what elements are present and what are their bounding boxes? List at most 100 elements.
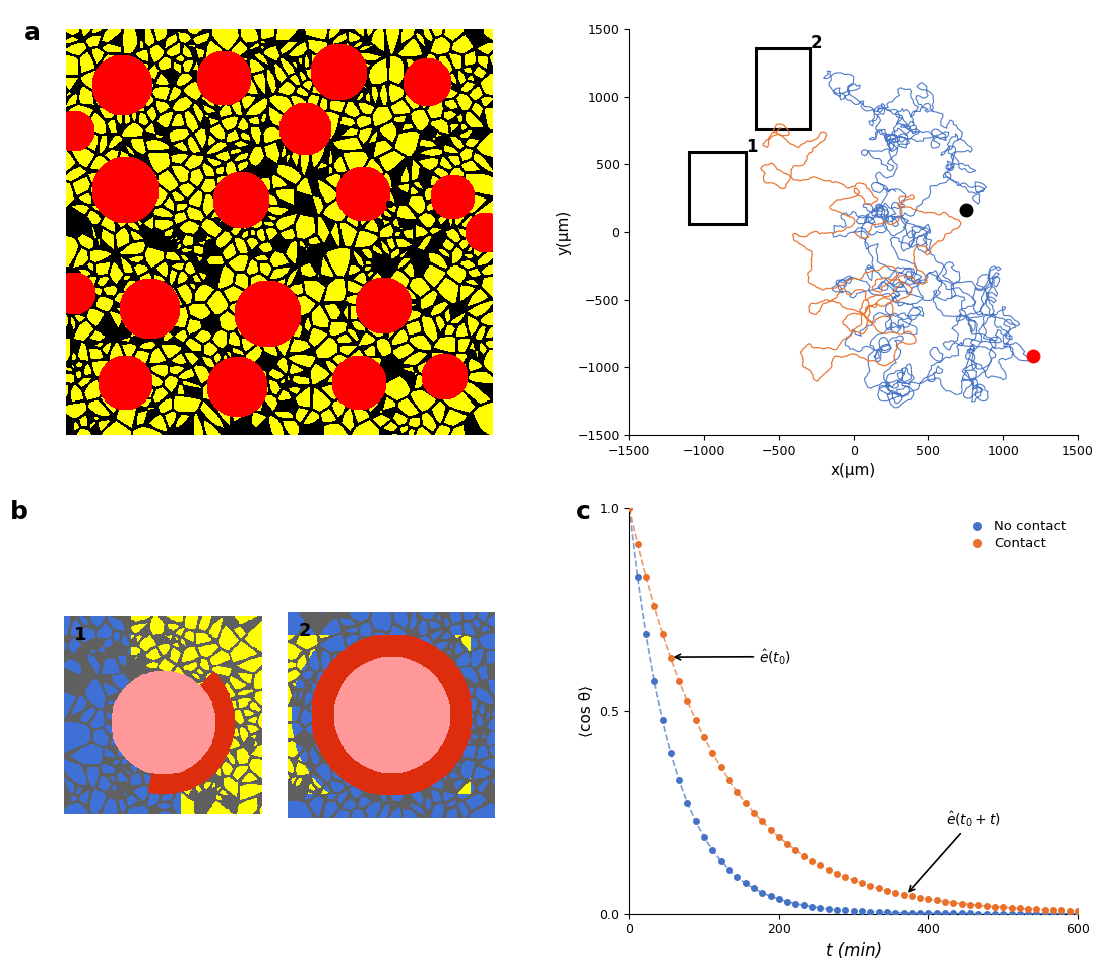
Point <box>770 891 788 907</box>
Point <box>820 901 837 917</box>
Text: $\hat{e}(t_0)$: $\hat{e}(t_0)$ <box>675 647 791 667</box>
Point <box>1060 906 1078 921</box>
Point <box>994 900 1012 916</box>
Point <box>662 746 680 761</box>
Point <box>779 836 796 851</box>
Point <box>688 814 705 829</box>
Point <box>1003 900 1021 916</box>
Point <box>861 904 879 920</box>
Point <box>795 897 813 913</box>
Point <box>670 673 688 688</box>
Point <box>845 903 862 919</box>
Point <box>1020 901 1037 917</box>
Point <box>828 866 846 882</box>
X-axis label: x(μm): x(μm) <box>830 464 877 478</box>
Point <box>836 869 854 885</box>
Point <box>754 885 771 900</box>
Point <box>969 897 987 913</box>
Text: $\hat{e}(t_0+t)$: $\hat{e}(t_0+t)$ <box>909 809 1001 891</box>
Point <box>786 842 804 857</box>
Point <box>854 904 871 920</box>
Point <box>953 896 970 912</box>
Point <box>920 891 937 907</box>
Point <box>828 902 846 918</box>
X-axis label: t (min): t (min) <box>826 942 882 960</box>
Text: 2: 2 <box>811 34 822 52</box>
Point <box>620 501 638 516</box>
Point <box>870 904 888 920</box>
Point <box>836 903 854 919</box>
Point <box>945 906 962 921</box>
Point <box>911 890 928 906</box>
Point <box>1027 906 1045 921</box>
Point <box>1053 906 1070 921</box>
Point <box>928 892 946 908</box>
Y-axis label: y(μm): y(μm) <box>557 209 572 255</box>
Point <box>629 536 647 551</box>
Point <box>911 905 928 920</box>
Point <box>629 569 647 584</box>
Point <box>903 905 921 920</box>
Point <box>812 857 829 873</box>
Point <box>745 881 762 896</box>
Point <box>1069 906 1087 921</box>
Point <box>894 886 912 902</box>
Point <box>1044 902 1061 918</box>
Point <box>770 829 788 845</box>
Point <box>878 883 895 898</box>
Point <box>712 853 729 869</box>
Point <box>754 814 771 829</box>
Point <box>653 626 671 642</box>
Text: a: a <box>24 21 41 45</box>
Point <box>704 842 722 857</box>
Point <box>920 905 937 920</box>
Point <box>1003 906 1021 921</box>
Point <box>728 784 746 800</box>
Point <box>953 906 970 921</box>
Point <box>662 650 680 666</box>
Point <box>695 730 713 746</box>
Point <box>646 673 663 688</box>
Point <box>803 899 821 915</box>
Point <box>961 906 979 921</box>
Point <box>1044 906 1061 921</box>
Point <box>762 822 780 838</box>
Point <box>786 896 804 912</box>
Point <box>704 746 722 761</box>
Point <box>620 501 638 516</box>
Point <box>878 905 895 920</box>
Point <box>887 885 904 900</box>
Point <box>961 897 979 913</box>
Point <box>737 795 755 811</box>
Point <box>1060 903 1078 919</box>
Point <box>1011 901 1028 917</box>
Point <box>795 848 813 863</box>
Point <box>670 773 688 788</box>
Text: 1: 1 <box>746 138 758 156</box>
Point <box>728 869 746 885</box>
Point <box>870 881 888 896</box>
Point <box>936 906 954 921</box>
Point <box>861 879 879 894</box>
Point <box>1036 902 1054 918</box>
Point <box>969 906 987 921</box>
Point <box>679 694 696 710</box>
Point <box>803 853 821 869</box>
Point <box>646 599 663 614</box>
Point <box>928 906 946 921</box>
Point <box>1053 903 1070 919</box>
Point <box>1069 903 1087 919</box>
Point <box>1020 906 1037 921</box>
Text: c: c <box>575 500 591 524</box>
Point <box>978 906 996 921</box>
Point <box>737 876 755 891</box>
Point <box>695 829 713 845</box>
Point <box>1027 902 1045 918</box>
Point <box>986 899 1003 915</box>
Point <box>679 795 696 811</box>
Point <box>978 898 996 914</box>
Bar <box>689 153 746 224</box>
Point <box>820 862 837 878</box>
Point <box>854 876 871 891</box>
Point <box>653 712 671 728</box>
